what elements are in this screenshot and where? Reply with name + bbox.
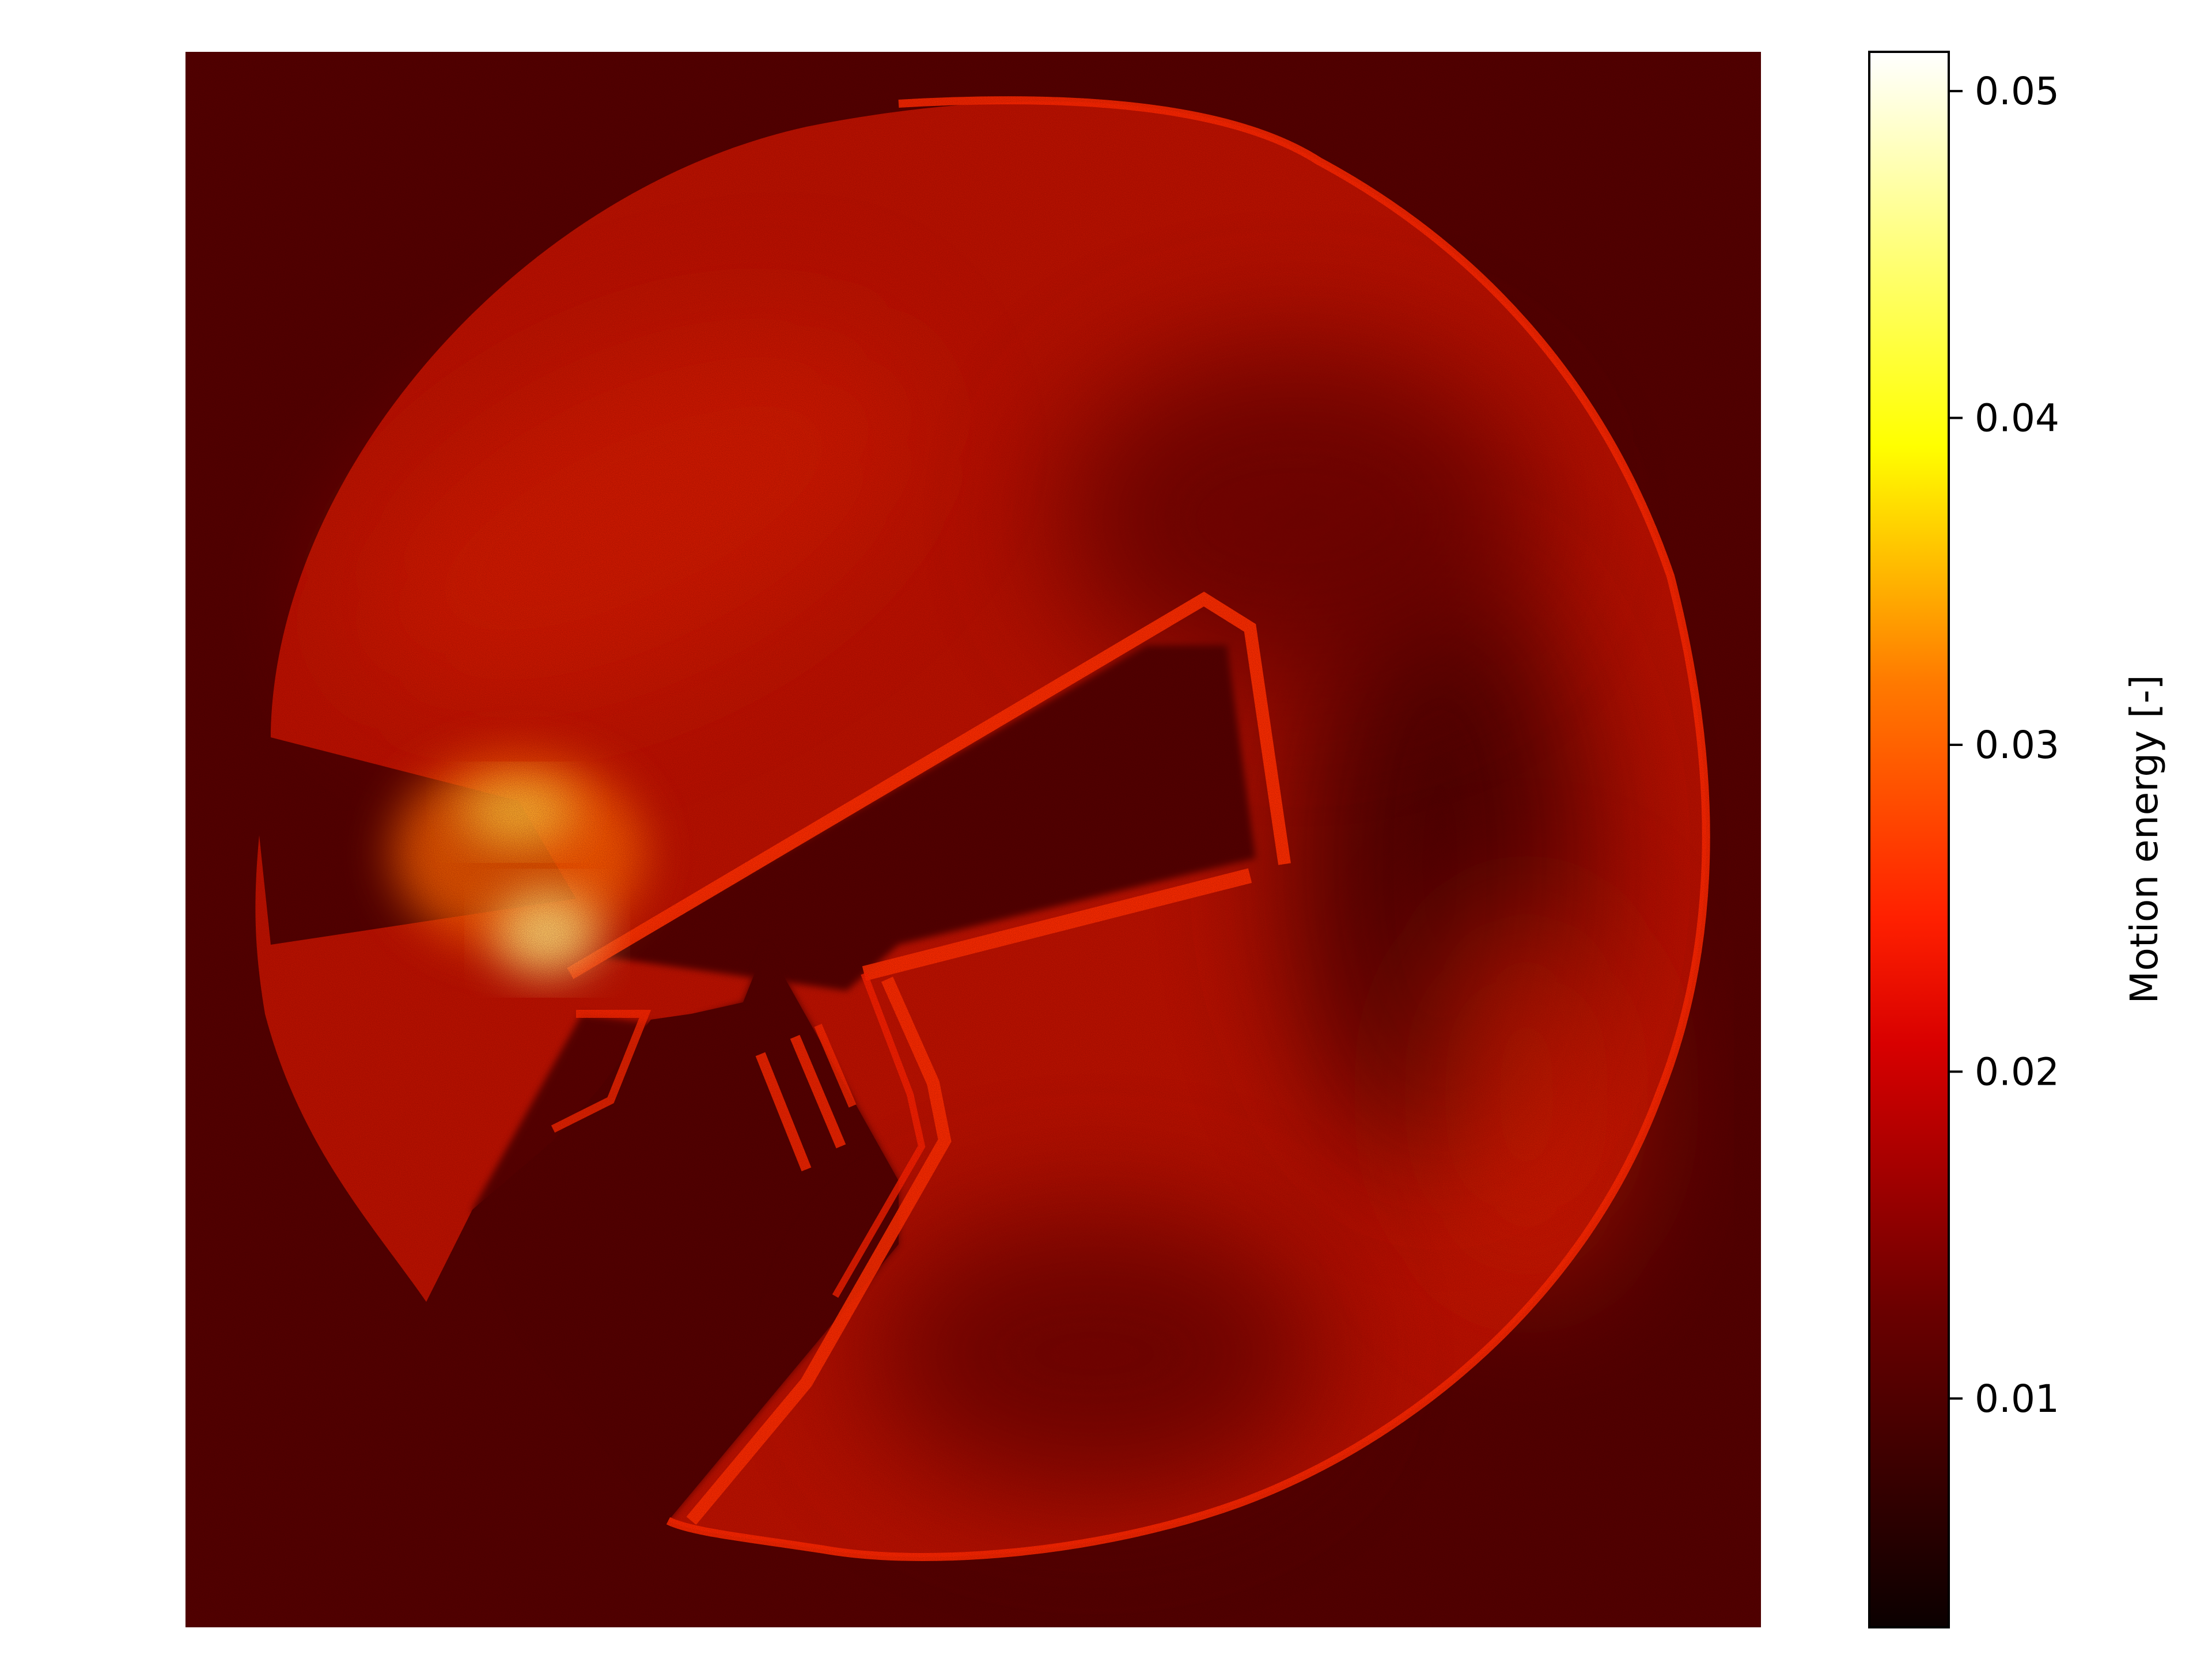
colorbar-tick-label-4: 0.05 [1975,69,2059,113]
colorbar-ticks: 0.01 0.02 0.03 0.04 0.05 [1949,69,2059,1421]
colorbar-tick-label-1: 0.02 [1975,1050,2059,1094]
colorbar-tick-label-3: 0.04 [1975,396,2059,441]
colorbar: 0.01 0.02 0.03 0.04 0.05 Motion energy [-] [1868,51,2166,1628]
heatmap-image [185,52,1761,1627]
colorbar-tick-label-0: 0.01 [1975,1377,2059,1421]
colorbar-tick-label-2: 0.03 [1975,723,2059,767]
colorbar-gradient [1869,52,1949,1627]
colorbar-label: Motion energy [-] [2122,675,2166,1004]
noise-layer [185,52,1761,1627]
colorbar-frame [1868,51,1950,1628]
